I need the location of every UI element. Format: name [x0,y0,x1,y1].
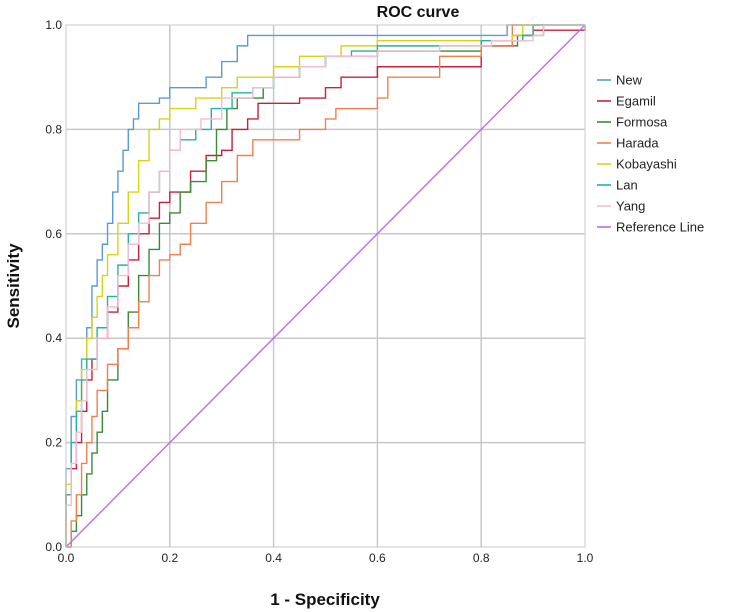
y-tick-label: 0.2 [45,436,62,450]
legend: New Egamil Formosa Harada Kobayashi Lan Yang Re… [597,73,704,235]
y-axis-title: Sensitivity [4,243,23,329]
x-tick-label: 0.6 [369,551,386,565]
x-tick-label: 0.0 [58,551,75,565]
series-line-harada [66,24,585,548]
x-axis-ticks: 0.0 0.2 0.4 0.6 0.8 1.0 [58,551,594,565]
x-tick-label: 0.8 [473,551,490,565]
series-layer [65,24,586,548]
legend-label-kobayashi: Kobayashi [616,157,677,172]
x-tick-label: 0.2 [161,551,178,565]
series-line-reference-line [65,24,586,548]
series-line-yang [65,24,585,547]
legend-label-reference-line: Reference Line [616,220,704,235]
x-tick-label: 1.0 [577,551,594,565]
legend-label-egamil: Egamil [616,94,656,109]
series-line-new [65,24,585,547]
legend-label-new: New [616,73,643,88]
legend-label-yang: Yang [616,199,645,214]
y-tick-label: 0.0 [45,540,62,554]
x-tick-label: 0.4 [265,551,282,565]
y-tick-label: 0.8 [45,122,62,136]
legend-label-harada: Harada [616,136,659,151]
y-tick-label: 0.6 [45,227,62,241]
x-axis-title: 1 - Specificity [270,590,380,609]
legend-label-formosa: Formosa [616,115,668,130]
plot-frame [65,24,586,548]
y-axis-ticks: 0.0 0.2 0.4 0.6 0.8 1.0 [45,18,62,554]
y-tick-label: 0.4 [45,331,62,345]
chart-title: ROC curve [377,4,460,21]
y-tick-label: 1.0 [45,18,62,32]
legend-label-lan: Lan [616,178,638,193]
